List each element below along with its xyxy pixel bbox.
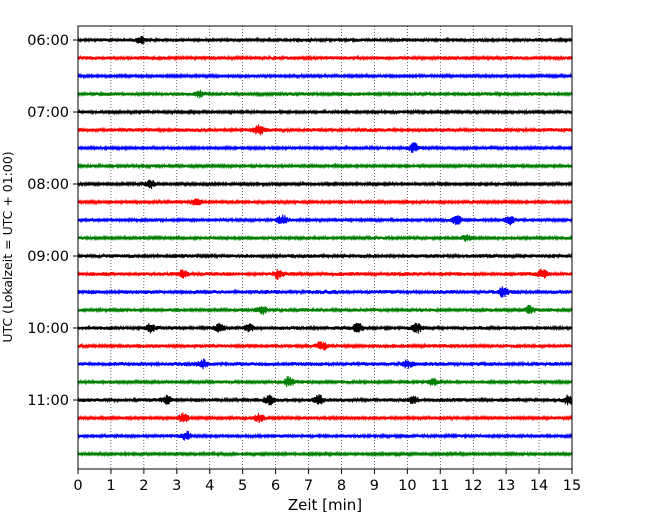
x-axis-label: Zeit [min] xyxy=(288,496,362,514)
plot-area-background xyxy=(78,26,572,469)
trace-0945 xyxy=(77,304,573,316)
trace-0630 xyxy=(77,72,573,80)
x-tick-label: 0 xyxy=(73,478,82,494)
y-tick-label: 08:00 xyxy=(27,177,69,193)
seismic-traces xyxy=(77,36,573,458)
trace-1130 xyxy=(77,430,573,441)
x-tick-label: 11 xyxy=(431,478,449,494)
trace-1115 xyxy=(77,412,573,423)
trace-1145 xyxy=(77,450,573,458)
x-tick-label: 13 xyxy=(497,478,515,494)
x-tick-label: 8 xyxy=(337,478,346,494)
y-tick-label: 09:00 xyxy=(27,249,69,265)
trace-0645 xyxy=(77,89,573,99)
y-tick-label: 10:00 xyxy=(27,321,69,337)
trace-1015 xyxy=(77,341,573,351)
y-axis: 06:00 07:00 08:00 09:00 10:00 11:00 xyxy=(27,33,78,409)
trace-0800 xyxy=(77,179,573,189)
x-tick-label: 7 xyxy=(304,478,313,494)
x-axis: 0 1 2 3 4 5 6 7 8 9 10 11 12 13 14 15 xyxy=(73,469,581,494)
y-tick-label: 11:00 xyxy=(27,393,69,409)
x-tick-label: 2 xyxy=(139,478,148,494)
y-tick-label: 07:00 xyxy=(27,105,69,121)
trace-0900 xyxy=(77,252,573,260)
x-tick-label: 14 xyxy=(530,478,548,494)
trace-0815 xyxy=(77,198,573,206)
x-tick-label: 12 xyxy=(464,478,482,494)
plot-frame xyxy=(77,25,573,470)
trace-0615 xyxy=(77,54,573,62)
x-tick-label: 9 xyxy=(370,478,379,494)
trace-0930 xyxy=(77,286,573,298)
x-tick-label: 6 xyxy=(271,478,280,494)
trace-1100 xyxy=(77,394,573,406)
x-tick-label: 1 xyxy=(106,478,115,494)
trace-0730 xyxy=(77,142,573,153)
trace-0600 xyxy=(77,36,573,45)
trace-0745 xyxy=(77,162,573,170)
trace-0830 xyxy=(77,214,573,226)
y-tick-label: 06:00 xyxy=(27,33,69,49)
x-tick-label: 5 xyxy=(238,478,247,494)
y-axis-label: UTC (Lokalzeit = UTC + 01:00) xyxy=(0,151,15,342)
x-tick-label: 15 xyxy=(563,478,581,494)
trace-1000 xyxy=(77,322,573,334)
trace-0845 xyxy=(77,234,573,242)
x-tick-label: 3 xyxy=(172,478,181,494)
x-tick-label: 10 xyxy=(398,478,416,494)
x-tick-label: 4 xyxy=(205,478,214,494)
trace-0915 xyxy=(77,268,573,280)
trace-1045 xyxy=(77,376,573,388)
trace-1030 xyxy=(77,358,573,370)
trace-0700 xyxy=(77,108,573,116)
grid-lines xyxy=(110,26,540,469)
trace-0715 xyxy=(77,124,573,136)
